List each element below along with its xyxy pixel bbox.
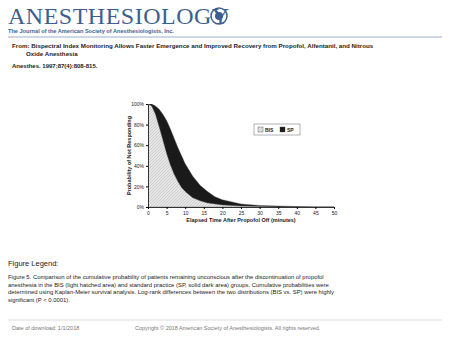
source-title: From: Bispectral Index Monitoring Allows… xyxy=(12,42,374,49)
x-tick: 15 xyxy=(202,207,208,216)
legend-text: anesthesia in the BIS (light hatched are… xyxy=(8,282,330,288)
y-tick-label: 80% xyxy=(134,122,145,128)
area-sp xyxy=(148,104,334,207)
y-tick-label: 20% xyxy=(134,184,145,190)
area-bis xyxy=(148,104,334,207)
legend-text: Figure 5. Comparison of the cumulative p… xyxy=(8,274,324,280)
journal-emblem xyxy=(211,8,227,24)
x-tick-label: 25 xyxy=(239,210,245,216)
legend-frame xyxy=(254,124,300,135)
x-tick-label: 45 xyxy=(313,210,319,216)
journal-subtitle: The Journal of the American Society of A… xyxy=(8,28,174,34)
x-tick-label: 5 xyxy=(166,210,169,216)
legend-label: BIS xyxy=(265,127,274,133)
journal-title: ANESTHESIOLOGY xyxy=(8,3,230,29)
x-tick-label: 10 xyxy=(183,210,189,216)
legend-swatch xyxy=(280,127,285,132)
y-tick-label: 0% xyxy=(137,204,145,210)
y-tick-mark xyxy=(146,145,148,146)
x-tick: 30 xyxy=(257,207,263,216)
source-title: Oxide Anesthesia xyxy=(26,50,78,57)
y-tick: 40% xyxy=(134,163,148,169)
y-axis-line xyxy=(146,105,149,208)
download-date: Date of download: 1/1/2018 xyxy=(12,325,79,331)
y-tick-label: 40% xyxy=(134,163,145,169)
y-tick-mark xyxy=(146,166,148,167)
legend-label: SP xyxy=(287,127,294,133)
citation: Anesthes. 1997;87(4):808-815. xyxy=(12,63,98,69)
y-tick-mark xyxy=(146,104,148,105)
y-tick-label: 60% xyxy=(134,142,145,148)
x-tick-label: 50 xyxy=(332,210,338,216)
y-tick: 100% xyxy=(131,101,148,107)
x-tick: 40 xyxy=(295,207,301,216)
legend-swatch xyxy=(258,127,263,132)
y-tick: 20% xyxy=(134,184,148,190)
header-rule xyxy=(8,37,442,38)
x-tick: 25 xyxy=(239,207,245,216)
x-tick: 5 xyxy=(166,207,169,216)
legend: BIS SP xyxy=(254,124,300,135)
x-tick: 0 xyxy=(147,207,150,216)
x-axis-title: Elapsed Time After Propofol Off (minutes… xyxy=(186,217,296,223)
y-tick-mark xyxy=(146,186,148,187)
y-tick: 60% xyxy=(134,142,148,148)
x-tick: 35 xyxy=(276,207,282,216)
legend-text: significant (P < 0.0001). xyxy=(8,297,70,303)
x-tick-label: 0 xyxy=(147,210,150,216)
y-tick: 80% xyxy=(134,122,148,128)
x-tick-label: 40 xyxy=(295,210,301,216)
y-tick-mark xyxy=(146,125,148,126)
plot-area xyxy=(148,104,334,207)
y-tick-label: 100% xyxy=(131,101,144,107)
x-tick: 10 xyxy=(183,207,189,216)
legend-heading: Figure Legend: xyxy=(8,259,58,268)
x-tick: 20 xyxy=(220,207,226,216)
x-axis: 0 5 10 15 20 25 30 35 40 45 50 xyxy=(147,207,337,216)
y-axis-title: Probability of Not Responding xyxy=(126,116,132,195)
x-tick-label: 35 xyxy=(276,210,282,216)
x-tick-label: 15 xyxy=(202,210,208,216)
y-tick-mark xyxy=(146,207,148,208)
x-tick-label: 20 xyxy=(220,210,226,216)
footer-rule xyxy=(8,320,442,321)
legend-text: determined using Kaplan-Meier survival a… xyxy=(8,289,334,295)
x-tick: 45 xyxy=(313,207,319,216)
y-axis: 0% 20% 40% 60% 80% 100% xyxy=(131,101,148,210)
copyright: Copyright © 2018 American Society of Ane… xyxy=(135,325,321,331)
x-tick: 50 xyxy=(332,207,338,216)
x-tick-label: 30 xyxy=(257,210,263,216)
